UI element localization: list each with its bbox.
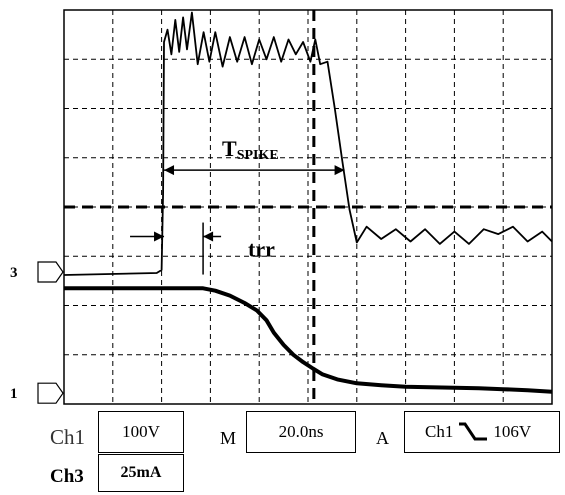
ch3-scale-value: 25mA <box>120 464 162 481</box>
trr-label: trr <box>248 237 275 262</box>
channel-markers: 31 <box>10 261 64 404</box>
cursors <box>64 10 552 404</box>
channel-marker-flag <box>37 382 64 404</box>
trigger-label: A <box>376 428 389 448</box>
ch1-label: Ch1 <box>50 425 86 449</box>
channel-marker-label: 3 <box>10 265 18 281</box>
arrow-head <box>154 231 165 242</box>
trigger-readout: Ch1 106V <box>404 411 560 453</box>
trace-ch1-voltage <box>64 286 553 394</box>
timebase-value: 20.0ns <box>278 422 324 441</box>
trace-ch3-current <box>63 11 553 276</box>
channel-marker-flag <box>37 261 64 283</box>
tspike-label-subscript: SPIKE <box>237 148 279 163</box>
ch3-scale-readout: 25mA <box>98 454 184 492</box>
trigger-channel: Ch1 <box>425 422 454 441</box>
timebase-label: M <box>220 428 237 448</box>
arrow-head <box>203 231 214 242</box>
ch1-scale-value: 100V <box>122 422 160 441</box>
trigger-value: 106V <box>493 422 532 441</box>
traces <box>63 11 553 394</box>
arrow-head <box>334 165 345 176</box>
arrow-head <box>164 165 175 176</box>
channel-marker-label: 1 <box>10 386 18 402</box>
ch3-label: Ch3 <box>50 466 84 487</box>
timebase-readout: 20.0ns <box>246 411 356 453</box>
ch1-scale-readout: 100V <box>98 411 184 453</box>
tspike-label: TSPIKE <box>222 136 279 163</box>
falling-edge-icon <box>459 422 488 441</box>
